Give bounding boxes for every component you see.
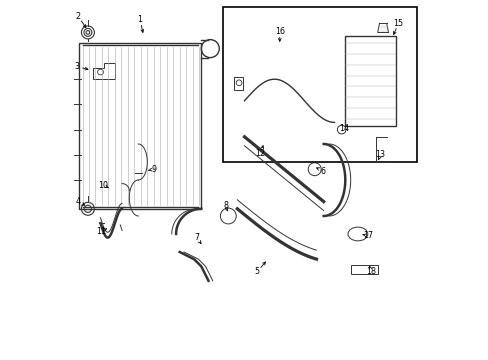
Text: 6: 6 — [320, 166, 325, 176]
Text: 5: 5 — [254, 267, 259, 276]
Text: 12: 12 — [255, 149, 265, 158]
Text: 1: 1 — [137, 15, 142, 24]
Text: 4: 4 — [76, 197, 81, 206]
Text: 9: 9 — [151, 165, 156, 174]
Text: 3: 3 — [75, 62, 80, 71]
Text: 2: 2 — [76, 12, 81, 21]
Text: 11: 11 — [96, 227, 106, 236]
Text: 16: 16 — [274, 27, 284, 36]
Text: 15: 15 — [393, 19, 403, 28]
Text: 10: 10 — [98, 181, 108, 190]
Text: 14: 14 — [339, 125, 349, 134]
Text: 7: 7 — [194, 233, 199, 242]
Bar — [233, 77, 242, 90]
Text: 18: 18 — [366, 267, 375, 276]
Text: 8: 8 — [223, 201, 228, 210]
Text: 17: 17 — [363, 231, 373, 240]
Bar — [350, 265, 377, 274]
Text: 13: 13 — [375, 150, 385, 159]
